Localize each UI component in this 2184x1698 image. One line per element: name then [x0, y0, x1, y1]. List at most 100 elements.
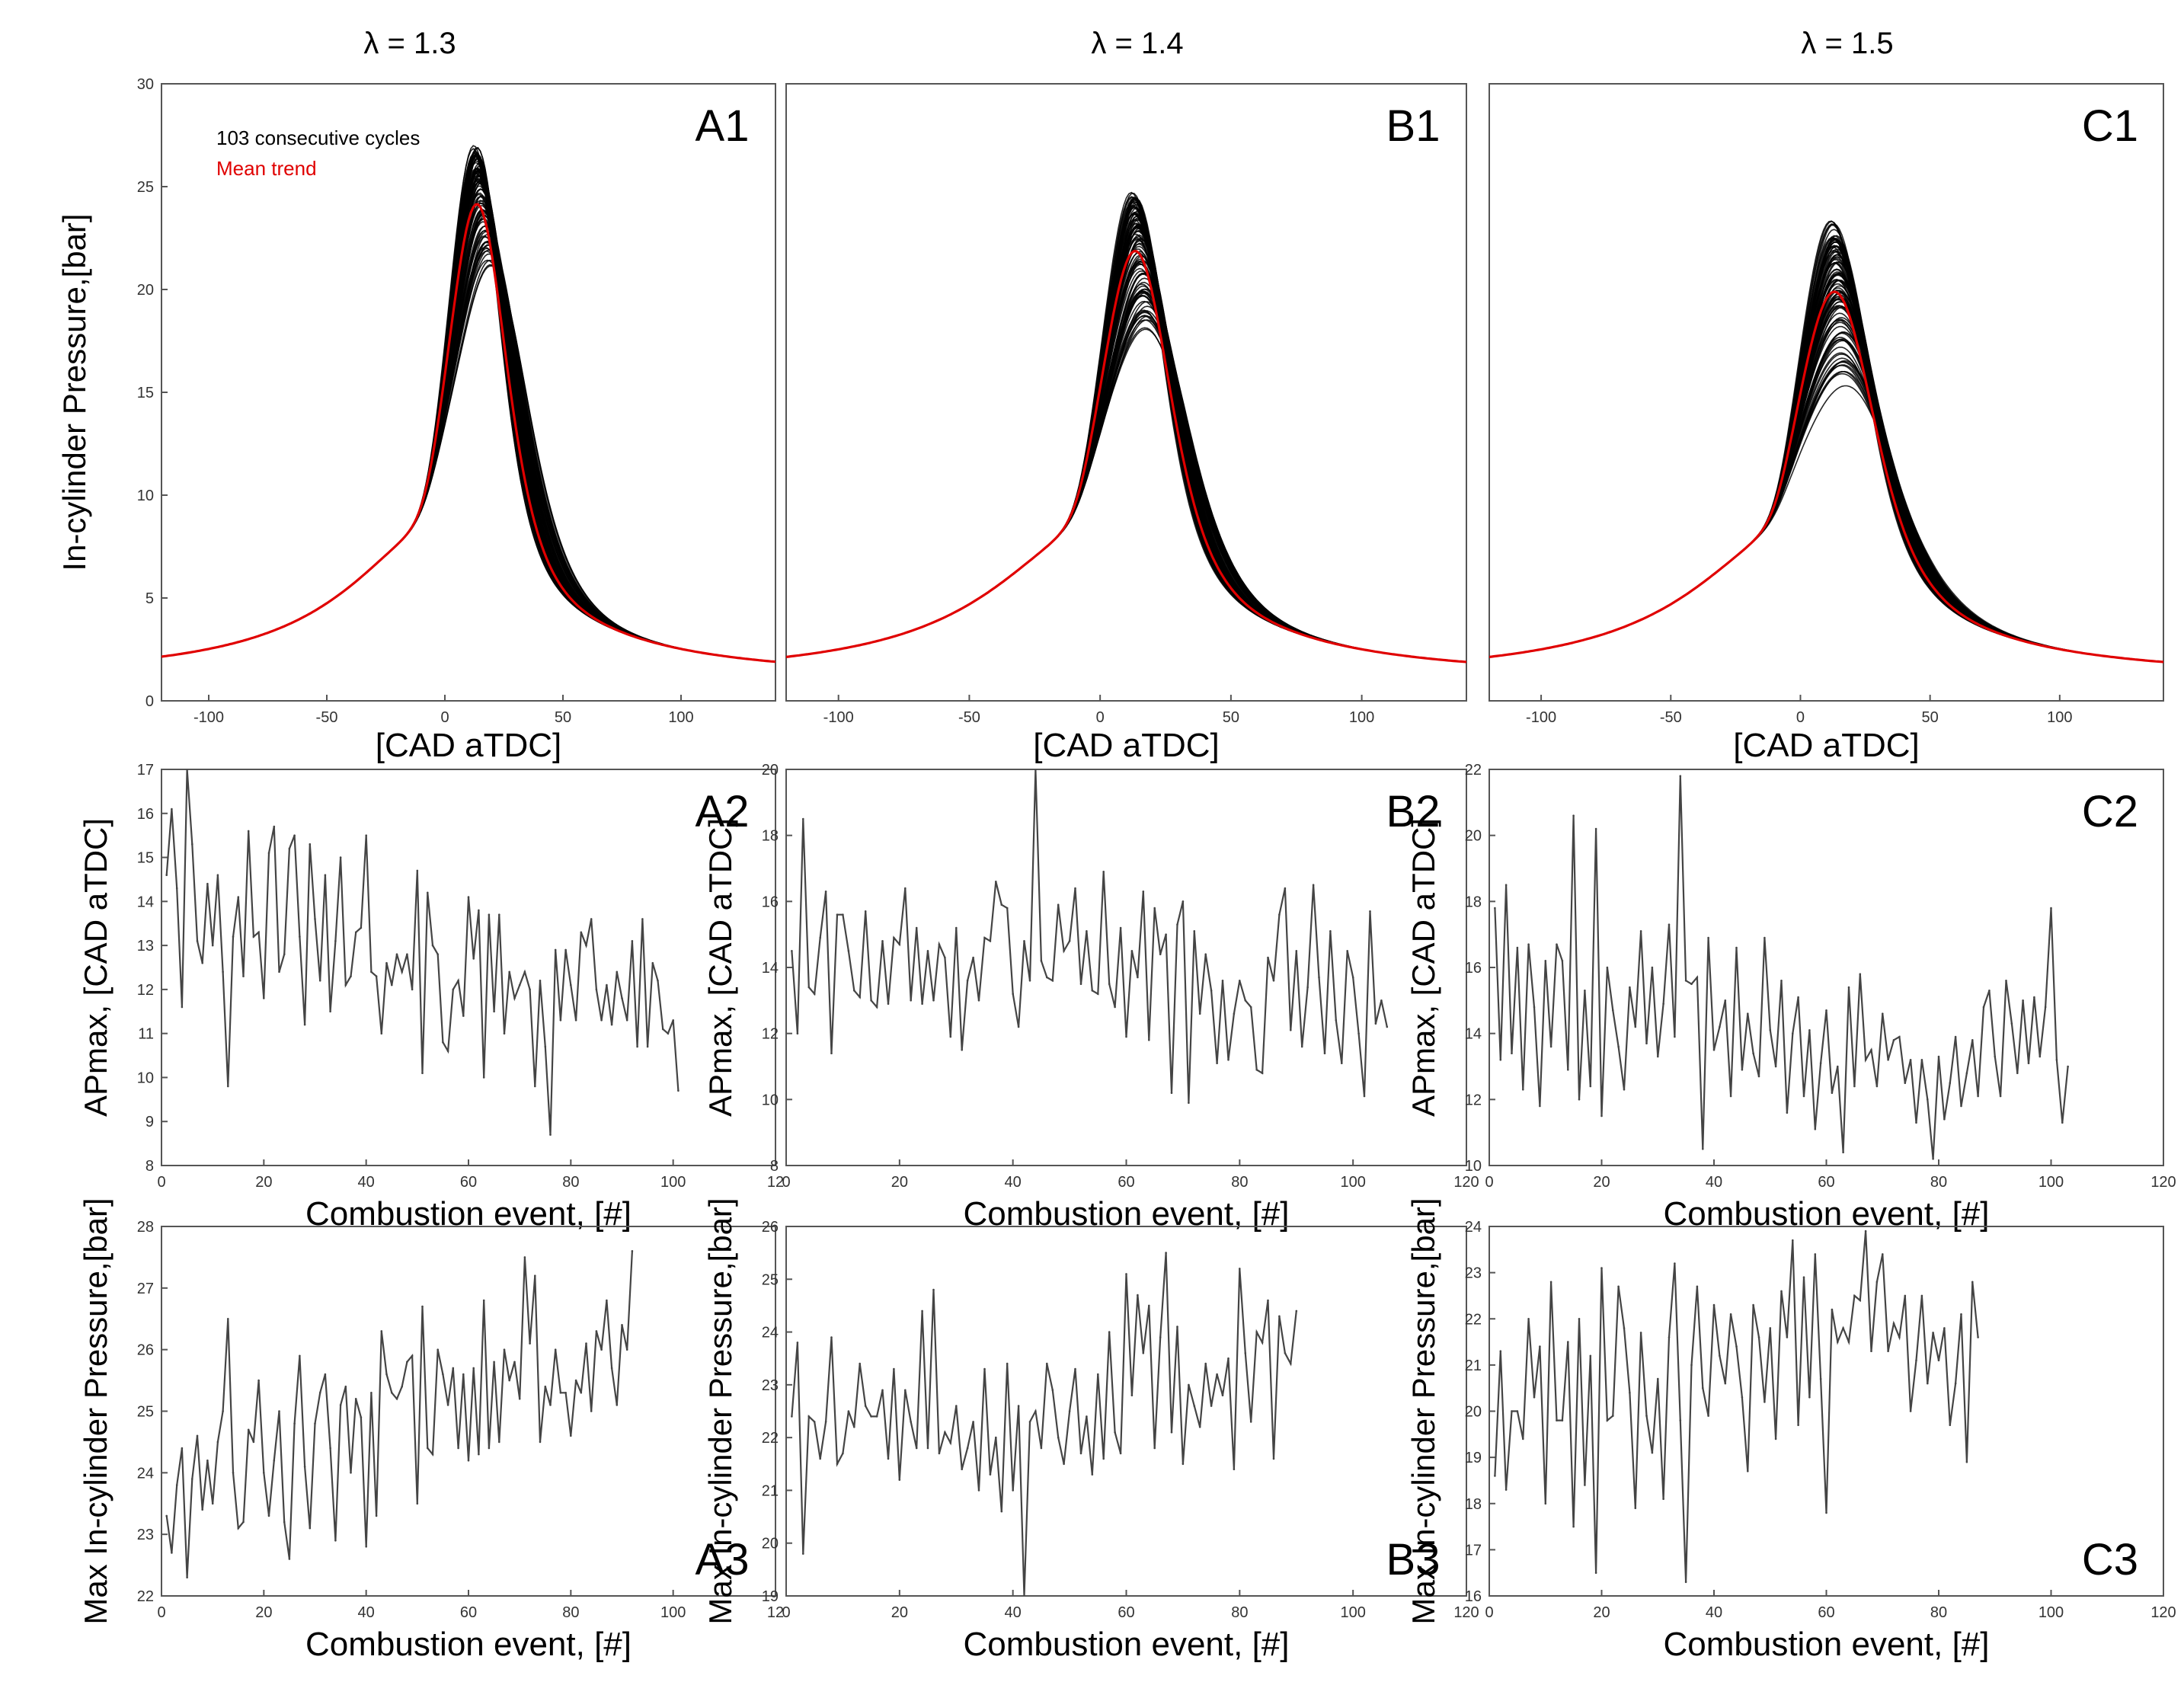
data-point [299, 1354, 301, 1357]
data-point [1114, 1431, 1116, 1434]
data-point [196, 1434, 199, 1437]
data-point [847, 950, 850, 952]
data-point [2039, 1055, 2042, 1058]
data-point [1634, 1025, 1637, 1028]
data-point [318, 980, 321, 982]
x-tick-label: 0 [157, 1604, 165, 1621]
x-tick-label: 12 [767, 1604, 784, 1621]
data-point [508, 1379, 510, 1382]
x-tick-label: 20 [1593, 1604, 1610, 1621]
data-point [824, 891, 827, 893]
cycle-curve [1489, 289, 2163, 663]
panel-label: A1 [695, 101, 750, 151]
data-point [1757, 1075, 1760, 1078]
cycle-curve [1489, 287, 2163, 663]
y-axis-label: Max In-cylinder Pressure,[bar] [1405, 1198, 1441, 1624]
cycle-curve [1489, 385, 2163, 663]
y-tick-label: 30 [137, 76, 154, 93]
y-tick-label: 25 [137, 179, 154, 196]
data-point [293, 834, 296, 836]
data-point [1589, 1354, 1592, 1357]
data-point [1244, 999, 1247, 1002]
data-point [370, 1392, 373, 1394]
cycle-curve [786, 315, 1466, 663]
y-tick-label: 12 [137, 982, 154, 999]
panel-label: C1 [2082, 101, 2138, 151]
data-point [1561, 1419, 1564, 1421]
data-point [385, 961, 388, 964]
y-tick-label: 24 [137, 1465, 154, 1482]
data-point [574, 1019, 577, 1022]
data-point [836, 913, 839, 916]
data-point [1119, 1452, 1122, 1455]
data-point [1233, 1468, 1236, 1470]
data-point [1696, 976, 1699, 979]
x-tick-label: 0 [1096, 709, 1105, 726]
data-point [1086, 930, 1088, 932]
x-tick-label: 80 [1231, 1174, 1248, 1191]
x-tick-label: 80 [562, 1174, 579, 1191]
data-point [1870, 1350, 1872, 1352]
data-point [1159, 1336, 1162, 1338]
data-point [2067, 1065, 2069, 1068]
data-point [1284, 1352, 1287, 1354]
data-point [1544, 1502, 1547, 1505]
x-axis-label: [CAD aTDC] [1033, 727, 1219, 764]
data-point [1125, 1273, 1127, 1275]
series-line [165, 1251, 633, 1578]
data-point [1932, 1332, 1934, 1334]
data-point [186, 769, 188, 771]
data-point [252, 1441, 255, 1444]
data-point [621, 1324, 623, 1326]
x-tick-label: 60 [1818, 1604, 1834, 1621]
cycle-curve [1489, 338, 2163, 663]
data-point [273, 1459, 276, 1462]
data-point [1102, 871, 1105, 873]
data-point [1674, 1262, 1676, 1265]
data-point [165, 1514, 168, 1517]
data-point [446, 1404, 449, 1406]
x-tick-label: 0 [1485, 1174, 1493, 1191]
x-tick-label: 80 [1930, 1174, 1947, 1191]
data-point [1068, 940, 1071, 942]
data-point [283, 953, 286, 955]
data-point [1006, 1362, 1009, 1365]
data-point [1549, 1045, 1552, 1048]
cycle-curve [786, 312, 1466, 663]
data-point [672, 1019, 674, 1022]
data-point [523, 1256, 526, 1258]
data-point [1600, 1114, 1603, 1118]
data-point [1578, 1318, 1581, 1320]
data-point [263, 997, 265, 999]
data-point [1629, 1392, 1631, 1394]
data-point [201, 1508, 204, 1511]
data-point [972, 956, 974, 959]
data-point [350, 975, 352, 977]
data-point [1853, 1085, 1856, 1088]
data-point [222, 1410, 224, 1412]
data-point [904, 887, 907, 890]
data-point [257, 931, 260, 934]
data-point [1028, 1421, 1031, 1423]
x-axis-label: Combustion event, [#] [1663, 1626, 1989, 1663]
data-point [1594, 827, 1597, 830]
cycle-curve [786, 301, 1466, 663]
y-tick-label: 23 [762, 1377, 779, 1394]
data-point [813, 1421, 816, 1423]
data-point [932, 1288, 935, 1291]
y-axis-label: In-cylinder Pressure,[bar] [56, 213, 92, 571]
data-point [1774, 1065, 1777, 1068]
data-point [1556, 943, 1558, 945]
y-tick-label: 23 [1465, 1265, 1482, 1282]
data-point [1193, 1405, 1196, 1407]
data-point [1932, 1158, 1934, 1160]
data-point [1780, 1290, 1783, 1293]
data-point [938, 943, 941, 945]
data-point [1735, 946, 1738, 949]
x-tick-label: -50 [958, 709, 980, 726]
data-point [1802, 1095, 1805, 1098]
data-point [1204, 1362, 1207, 1365]
data-point [1797, 1424, 1799, 1426]
cycle-curve [1489, 331, 2163, 663]
